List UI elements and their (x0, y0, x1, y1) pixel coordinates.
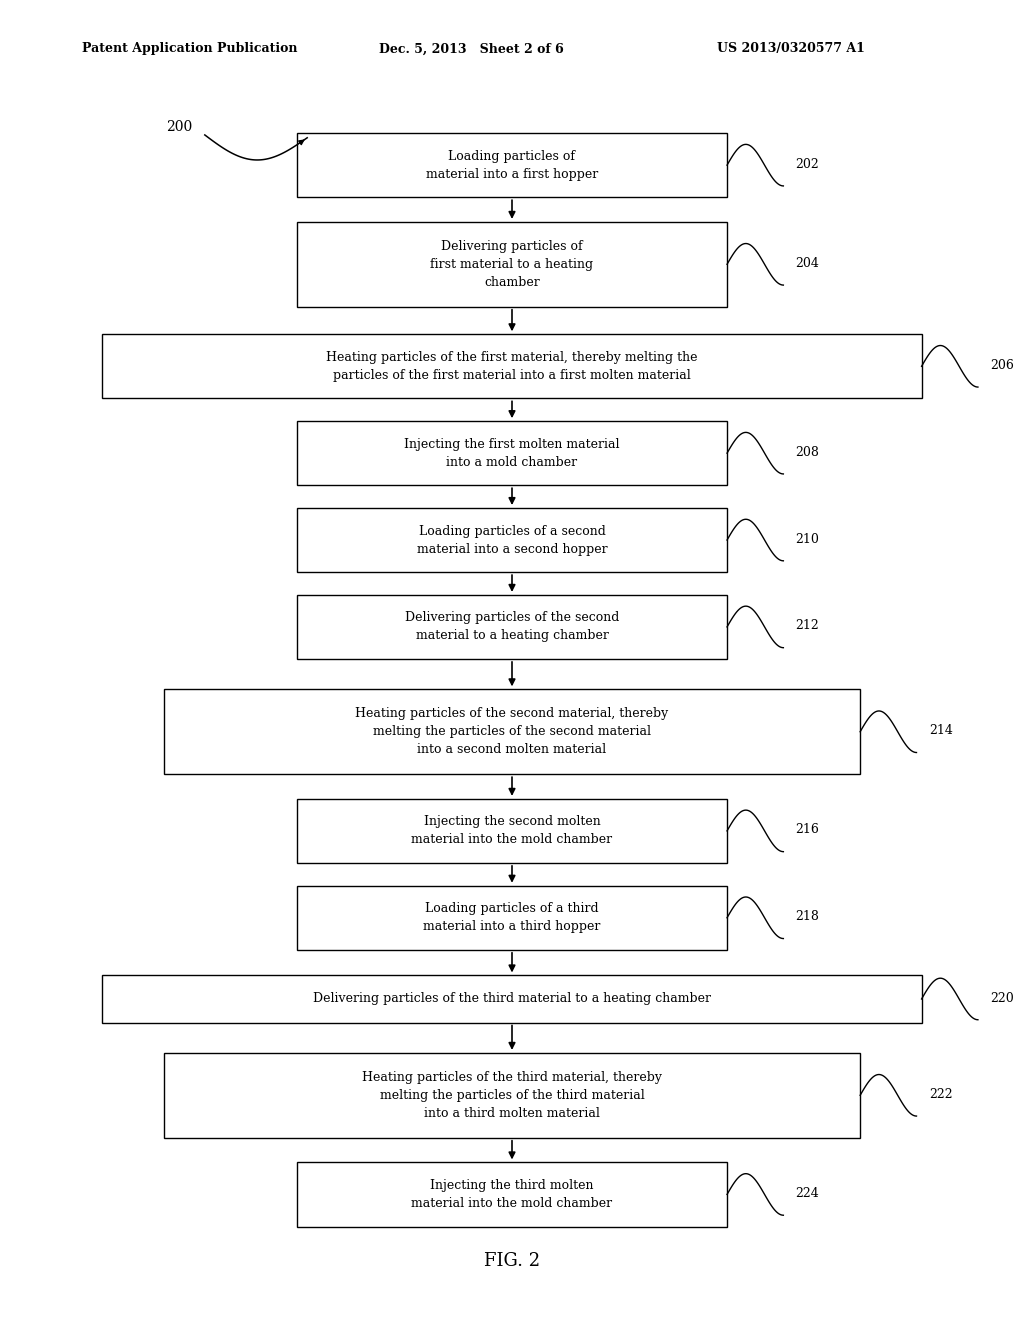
FancyBboxPatch shape (297, 886, 727, 950)
Text: 222: 222 (929, 1088, 952, 1101)
Text: Heating particles of the second material, thereby
melting the particles of the s: Heating particles of the second material… (355, 708, 669, 756)
FancyBboxPatch shape (297, 508, 727, 572)
FancyBboxPatch shape (164, 1053, 860, 1138)
Text: Patent Application Publication: Patent Application Publication (82, 42, 297, 55)
FancyBboxPatch shape (164, 689, 860, 775)
Text: 202: 202 (796, 157, 819, 170)
Text: Injecting the third molten
material into the mold chamber: Injecting the third molten material into… (412, 1179, 612, 1210)
Text: 220: 220 (990, 991, 1014, 1005)
Text: US 2013/0320577 A1: US 2013/0320577 A1 (717, 42, 864, 55)
Text: Injecting the second molten
material into the mold chamber: Injecting the second molten material int… (412, 816, 612, 846)
Text: Loading particles of
material into a first hopper: Loading particles of material into a fir… (426, 149, 598, 181)
Text: FIG. 2: FIG. 2 (484, 1251, 540, 1270)
FancyBboxPatch shape (297, 421, 727, 486)
Text: 212: 212 (796, 619, 819, 632)
Text: 218: 218 (796, 911, 819, 923)
Text: Loading particles of a second
material into a second hopper: Loading particles of a second material i… (417, 524, 607, 556)
Text: Dec. 5, 2013   Sheet 2 of 6: Dec. 5, 2013 Sheet 2 of 6 (379, 42, 563, 55)
FancyBboxPatch shape (102, 975, 922, 1023)
Text: 214: 214 (929, 725, 952, 738)
Text: 206: 206 (990, 359, 1014, 372)
Text: 216: 216 (796, 824, 819, 837)
FancyBboxPatch shape (297, 595, 727, 659)
Text: Injecting the first molten material
into a mold chamber: Injecting the first molten material into… (404, 438, 620, 469)
Text: Delivering particles of the second
material to a heating chamber: Delivering particles of the second mater… (404, 611, 620, 643)
FancyBboxPatch shape (297, 222, 727, 306)
Text: 204: 204 (796, 257, 819, 269)
FancyBboxPatch shape (297, 1163, 727, 1226)
Text: 210: 210 (796, 532, 819, 545)
Text: Heating particles of the third material, thereby
melting the particles of the th: Heating particles of the third material,… (362, 1071, 662, 1119)
FancyBboxPatch shape (102, 334, 922, 399)
Text: 224: 224 (796, 1187, 819, 1200)
FancyBboxPatch shape (297, 133, 727, 197)
Text: 200: 200 (166, 120, 193, 135)
FancyBboxPatch shape (297, 799, 727, 863)
Text: Heating particles of the first material, thereby melting the
particles of the fi: Heating particles of the first material,… (327, 351, 697, 381)
Text: Delivering particles of the third material to a heating chamber: Delivering particles of the third materi… (313, 993, 711, 1006)
Text: Delivering particles of
first material to a heating
chamber: Delivering particles of first material t… (430, 240, 594, 289)
Text: Loading particles of a third
material into a third hopper: Loading particles of a third material in… (423, 903, 601, 933)
Text: 208: 208 (796, 446, 819, 459)
